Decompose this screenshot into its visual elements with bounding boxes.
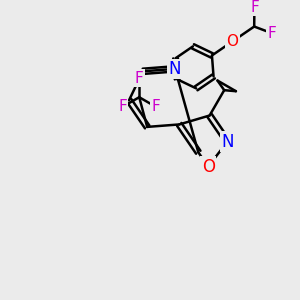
- Text: F: F: [118, 99, 127, 114]
- Text: F: F: [268, 26, 276, 41]
- Text: F: F: [151, 99, 160, 114]
- Text: O: O: [202, 158, 214, 175]
- Text: F: F: [250, 0, 259, 15]
- Text: N: N: [169, 60, 181, 78]
- Text: N: N: [221, 133, 234, 151]
- Text: O: O: [226, 34, 238, 49]
- Text: F: F: [135, 71, 144, 86]
